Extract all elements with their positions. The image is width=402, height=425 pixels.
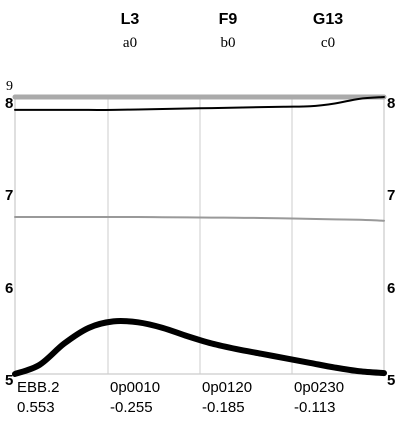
header: L3 a0 F9 b0 G13 c0 bbox=[121, 11, 344, 51]
y-tick-left-5: 5 bbox=[5, 372, 13, 389]
series-line-3 bbox=[14, 216, 385, 222]
x-category-1: EBB.2 bbox=[17, 379, 60, 396]
header-title-1: L3 bbox=[121, 11, 140, 28]
y-tick-left-6: 6 bbox=[5, 280, 13, 297]
y-axis-right: 8 7 6 5 bbox=[387, 95, 395, 389]
y-tick-left-8: 8 bbox=[5, 95, 13, 112]
top-value-label: 9 bbox=[6, 79, 13, 94]
header-subtitle-2: b0 bbox=[221, 35, 236, 51]
header-title-3: G13 bbox=[313, 11, 343, 28]
header-subtitle-1: a0 bbox=[123, 35, 137, 51]
x-category-value-2: -0.255 bbox=[110, 399, 153, 416]
y-tick-right-5: 5 bbox=[387, 372, 395, 389]
header-title-2: F9 bbox=[219, 11, 238, 28]
y-tick-right-6: 6 bbox=[387, 280, 395, 297]
x-category-value-1: 0.553 bbox=[17, 399, 55, 416]
x-category-3: 0p0120 bbox=[202, 379, 252, 396]
vertical-gridlines bbox=[107, 97, 293, 374]
series-line-2 bbox=[14, 96, 385, 111]
header-subtitle-3: c0 bbox=[321, 35, 335, 51]
x-category-2: 0p0010 bbox=[110, 379, 160, 396]
x-category-value-4: -0.113 bbox=[294, 399, 335, 416]
series-line-4 bbox=[12, 317, 387, 377]
y-tick-right-8: 8 bbox=[387, 95, 395, 112]
x-category-value-3: -0.185 bbox=[202, 399, 245, 416]
y-axis-left: 8 7 6 5 bbox=[5, 95, 13, 389]
x-category-4: 0p0230 bbox=[294, 379, 344, 396]
y-tick-left-7: 7 bbox=[5, 187, 13, 204]
x-axis-labels: EBB.2 0.553 0p0010 -0.255 0p0120 -0.185 … bbox=[17, 379, 344, 416]
y-tick-right-7: 7 bbox=[387, 187, 395, 204]
series-layer bbox=[12, 94, 387, 377]
